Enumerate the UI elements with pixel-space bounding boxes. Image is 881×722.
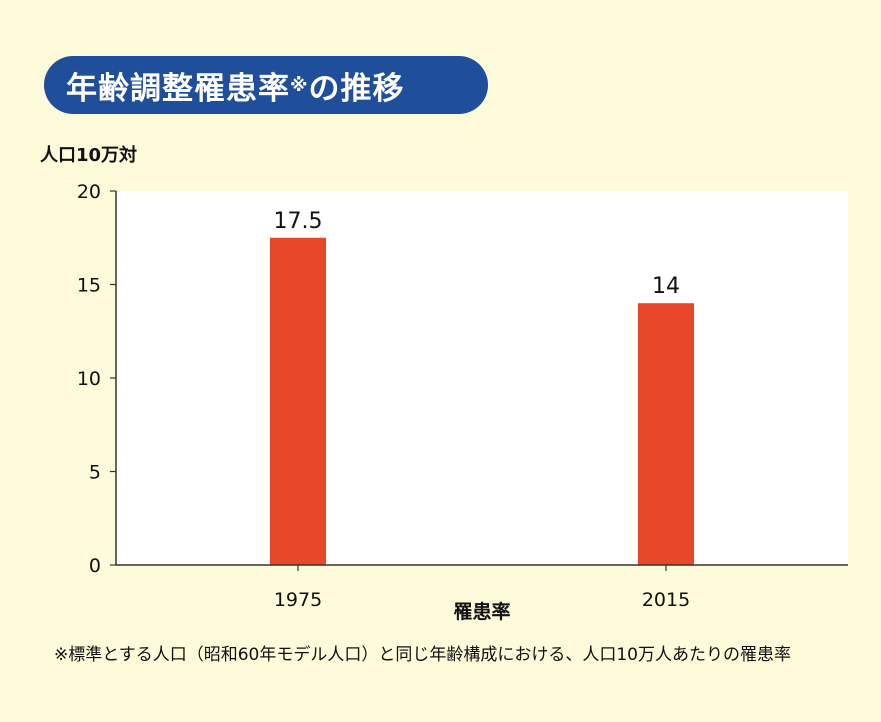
chart-title-banner: 年齢調整罹患率 ※ の推移 — [44, 56, 488, 114]
y-tick-label-5: 5 — [89, 462, 101, 484]
data-label-2015: 14 — [652, 274, 680, 299]
plot-area — [116, 191, 848, 565]
y-tick-label-10: 10 — [77, 368, 101, 390]
bar-2015 — [638, 303, 694, 565]
y-tick-label-15: 15 — [77, 275, 101, 297]
chart-title-tail: の推移 — [308, 70, 405, 107]
bar-1975 — [270, 237, 326, 565]
y-tick-label-20: 20 — [77, 181, 101, 203]
data-label-1975: 17.5 — [274, 209, 323, 234]
chart-title-mark: ※ — [290, 74, 309, 96]
x-tick-label-2015: 2015 — [642, 589, 690, 611]
y-axis-label: 人口10万対 — [40, 145, 138, 166]
x-axis-label: 罹患率 — [453, 600, 510, 623]
chart-title-main: 年齢調整罹患率 — [66, 70, 290, 107]
footnote: ※標準とする人口（昭和60年モデル人口）と同じ年齢構成における、人口10万人あた… — [54, 645, 791, 665]
y-tick-label-0: 0 — [89, 555, 101, 577]
x-tick-label-1975: 1975 — [274, 589, 322, 611]
